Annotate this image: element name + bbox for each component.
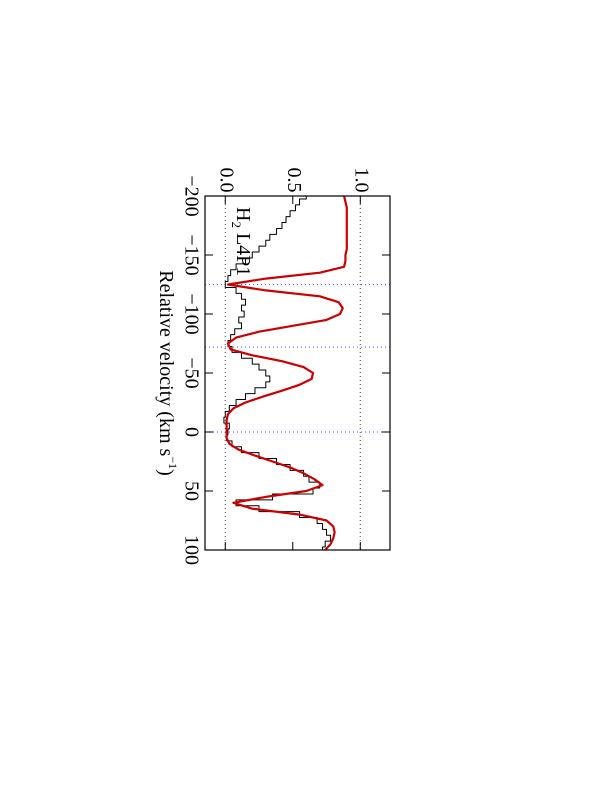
x-axis-label: Relative velocity (km s−1): [155, 270, 180, 476]
annotation-part: H: [232, 207, 254, 221]
annotation-part: 2: [229, 221, 244, 228]
x-axis-label-part: −1: [166, 456, 180, 469]
x-tick-label: −100: [180, 293, 202, 334]
x-tick-label: 100: [180, 535, 202, 565]
x-tick-label: −50: [180, 357, 202, 388]
x-tick-label: −150: [180, 234, 202, 275]
x-tick-label: 50: [180, 481, 202, 501]
model-line: [225, 195, 348, 551]
x-tick-label: −200: [180, 175, 202, 216]
data-histogram: [223, 196, 332, 550]
y-tick-label: 1.0: [351, 168, 373, 193]
x-tick-label: 0: [180, 427, 202, 437]
y-tick-label: 0.5: [283, 168, 305, 193]
annotation-part: L4P1: [232, 233, 254, 276]
x-axis-label-part: Relative velocity (km s: [155, 270, 177, 456]
x-axis-label-part: ): [155, 469, 177, 476]
annotation: H2 L4P1: [229, 207, 255, 276]
y-tick-label: 0.0: [216, 168, 238, 193]
